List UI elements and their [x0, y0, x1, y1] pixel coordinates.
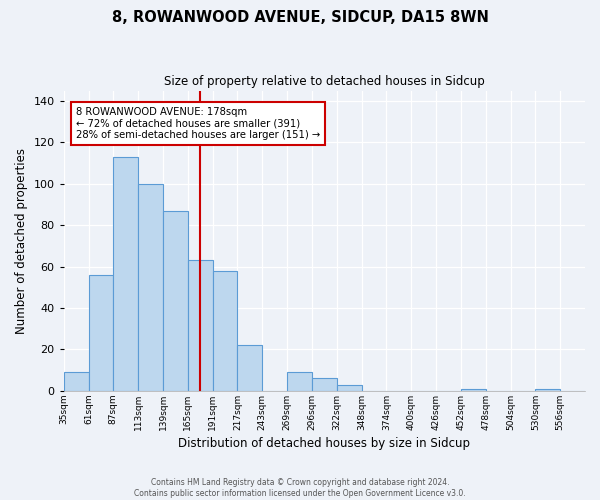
Bar [212, 271, 238, 391]
Bar [238, 346, 262, 391]
Text: Contains HM Land Registry data © Crown copyright and database right 2024.
Contai: Contains HM Land Registry data © Crown c… [134, 478, 466, 498]
Y-axis label: Number of detached properties: Number of detached properties [15, 148, 28, 334]
Bar [312, 378, 337, 391]
Bar [89, 275, 113, 391]
Bar [163, 210, 188, 391]
Title: Size of property relative to detached houses in Sidcup: Size of property relative to detached ho… [164, 75, 485, 88]
Text: 8, ROWANWOOD AVENUE, SIDCUP, DA15 8WN: 8, ROWANWOOD AVENUE, SIDCUP, DA15 8WN [112, 10, 488, 25]
Bar [188, 260, 212, 391]
Bar [287, 372, 312, 391]
Bar [337, 384, 362, 391]
Bar [461, 389, 486, 391]
X-axis label: Distribution of detached houses by size in Sidcup: Distribution of detached houses by size … [178, 437, 470, 450]
Bar [535, 389, 560, 391]
Bar [64, 372, 89, 391]
Text: 8 ROWANWOOD AVENUE: 178sqm
← 72% of detached houses are smaller (391)
28% of sem: 8 ROWANWOOD AVENUE: 178sqm ← 72% of deta… [76, 107, 320, 140]
Bar [138, 184, 163, 391]
Bar [113, 157, 138, 391]
